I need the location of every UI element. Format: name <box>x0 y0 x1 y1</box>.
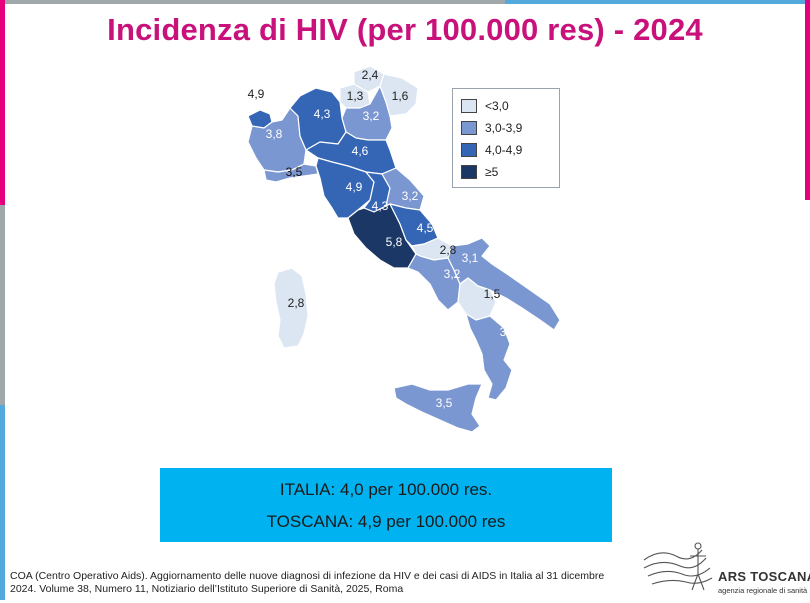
italy-choropleth-map: 4,9 3,8 4,3 1,3 2,4 3,2 1,6 3,5 4,6 4,9 4,3 3,2 5,8 4… <box>247 65 561 433</box>
region-value-label: 3,8 <box>266 127 283 141</box>
source-citation: COA (Centro Operativo Aids). Aggiornamen… <box>10 570 605 595</box>
region-value-label: 3,2 <box>402 189 419 203</box>
ars-toscana-logo: ARS TOSCANA agenzia regionale di sanità <box>640 538 810 598</box>
legend-swatch <box>461 99 477 113</box>
region-value-label: 3,2 <box>444 267 461 281</box>
region-value-label: 3,8 <box>500 325 517 339</box>
region-value-label: 3,5 <box>436 396 453 410</box>
legend-item: 3,0-3,9 <box>461 117 551 139</box>
region-sicilia <box>393 383 483 433</box>
region-value-label: 2,8 <box>440 243 457 257</box>
toscana-summary: TOSCANA: 4,9 per 100.000 res <box>266 512 506 531</box>
legend-item: 4,0-4,9 <box>461 139 551 161</box>
region-value-label: 4,3 <box>314 107 331 121</box>
legend-label: <3,0 <box>485 99 509 113</box>
italia-summary: ITALIA: 4,0 per 100.000 res. <box>279 480 493 499</box>
legend-label: ≥5 <box>485 165 499 179</box>
region-value-label: 4,9 <box>346 180 363 194</box>
legend-swatch <box>461 143 477 157</box>
right-accent-bar <box>805 0 810 200</box>
legend-label: 4,0-4,9 <box>485 143 523 157</box>
region-value-label: 1,6 <box>392 89 409 103</box>
region-value-label: 3,5 <box>286 165 303 179</box>
region-value-label: 5,8 <box>386 235 403 249</box>
region-friuli <box>379 73 419 117</box>
slide-title: Incidenza di HIV (per 100.000 res) - 202… <box>107 12 703 47</box>
region-value-label: 3,1 <box>462 251 479 265</box>
region-value-label: 1,5 <box>484 287 501 301</box>
region-value-label: 1,3 <box>347 89 364 103</box>
region-value-label: 3,2 <box>363 109 380 123</box>
region-value-label: 2,4 <box>362 68 379 82</box>
top-accent-bar-blue <box>505 0 810 4</box>
region-value-label: 2,8 <box>288 296 305 310</box>
region-value-label: 4,9 <box>248 87 265 101</box>
left-accent-bar-top <box>0 0 5 205</box>
region-calabria <box>465 313 513 401</box>
legend-item: <3,0 <box>461 95 551 117</box>
left-accent-bar-bottom <box>0 405 5 600</box>
region-value-label: 4,6 <box>352 144 369 158</box>
top-accent-bar-gray <box>5 0 505 4</box>
legend-label: 3,0-3,9 <box>485 121 523 135</box>
map-legend: <3,0 3,0-3,9 4,0-4,9 ≥5 <box>452 88 560 188</box>
region-liguria <box>263 163 319 183</box>
region-value-label: 4,3 <box>372 199 389 213</box>
logo-figure-icon <box>643 542 713 591</box>
logo-name: ARS TOSCANA <box>718 569 810 584</box>
legend-swatch <box>461 165 477 179</box>
region-basilicata <box>457 277 497 321</box>
region-sardegna <box>273 267 309 349</box>
summary-box: ITALIA: 4,0 per 100.000 res. TOSCANA: 4,… <box>160 468 612 542</box>
legend-swatch <box>461 121 477 135</box>
region-value-label: 4,5 <box>417 221 434 235</box>
left-accent-bar-middle <box>0 205 5 405</box>
logo-subtitle: agenzia regionale di sanità <box>718 586 808 595</box>
legend-item: ≥5 <box>461 161 551 183</box>
